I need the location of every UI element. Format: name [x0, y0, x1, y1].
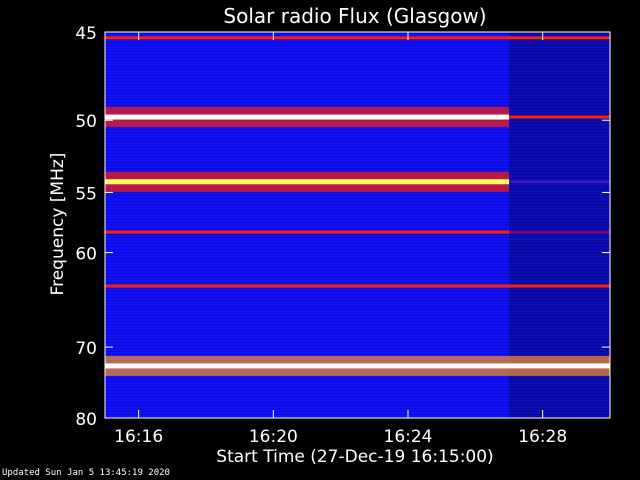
x-tick-label: 16:16 [114, 427, 163, 447]
emission-band-0-after [509, 36, 610, 40]
y-axis-label: Frequency [MHz] [48, 153, 68, 296]
plot-frame [104, 31, 611, 419]
x-axis: 16:16 16:20 16:24 16:28 [114, 32, 567, 447]
y-tick-label: 60 [75, 245, 97, 265]
emission-band-3-before [105, 230, 509, 234]
x-tick-label: 16:20 [249, 427, 298, 447]
emission-band-4-after [509, 284, 610, 288]
emission-band-4-before [105, 284, 509, 288]
y-tick-label: 50 [75, 112, 97, 132]
y-tick-label: 55 [75, 184, 97, 204]
emission-band-1-before [105, 107, 509, 128]
x-axis-label: Start Time (27-Dec-19 16:15:00) [216, 447, 493, 467]
emission-band-5-after [509, 355, 610, 376]
y-tick-label: 70 [75, 339, 97, 359]
x-tick-label: 16:24 [384, 427, 433, 447]
emission-band-2-before [105, 171, 509, 192]
y-axis: 45 50 55 60 70 80 [75, 24, 610, 430]
spectrogram-plot-area [104, 31, 611, 419]
emission-band-3-after [509, 230, 610, 234]
y-tick-label: 80 [75, 410, 97, 430]
emission-band-2-after [509, 180, 610, 184]
x-tick-label: 16:28 [518, 427, 567, 447]
updated-timestamp: Updated Sun Jan 5 13:45:19 2020 [2, 468, 170, 478]
emission-band-5-before [105, 355, 509, 376]
emission-band-0-before [105, 36, 509, 40]
chart-title: Solar radio Flux (Glasgow) [223, 4, 486, 28]
spectral-texture [105, 32, 610, 418]
emission-band-1-after [509, 115, 610, 119]
y-tick-label: 45 [75, 24, 97, 44]
